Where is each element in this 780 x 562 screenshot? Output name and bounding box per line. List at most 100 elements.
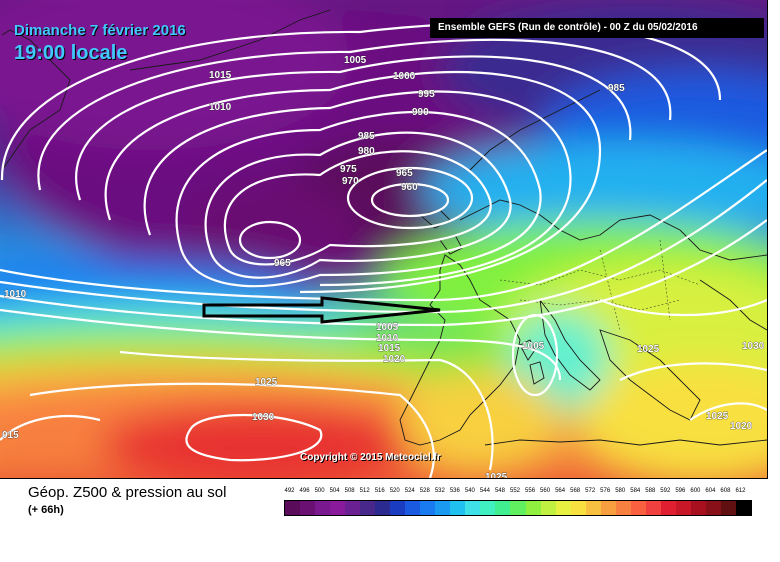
isobar-label: 1010 [376,333,399,344]
scale-swatch [300,501,316,515]
scale-swatch [540,501,556,515]
scale-label: 600 [690,488,701,494]
scale-label: 584 [630,488,641,494]
scale-swatch [480,501,496,515]
isobar-label: 1025 [485,472,508,478]
scale-swatch [450,501,466,515]
scale-swatch [615,501,631,515]
scale-swatch [720,501,736,515]
isobar-label: 1005 [376,322,399,333]
scale-swatch [600,501,616,515]
scale-swatch [690,501,706,515]
scale-swatch [705,501,721,515]
scale-label: 588 [645,488,656,494]
scale-label: 508 [344,488,355,494]
scale-label: 524 [404,488,415,494]
scale-label: 548 [494,488,505,494]
date-title: Dimanche 7 février 2016 [14,22,186,39]
scale-label: 496 [299,488,310,494]
coastlines [1,9,767,446]
scale-label: 568 [570,488,581,494]
geopotential-field [0,0,767,478]
scale-swatch [510,501,526,515]
isobar-label: 1030 [252,412,275,423]
scale-label: 536 [449,488,460,494]
scale-swatch [630,501,646,515]
scale-labels: 492 496 500 504 508 512 516 520 524 528 532 536 540 5… [282,488,750,498]
scale-swatch [435,501,451,515]
scale-label: 564 [555,488,566,494]
isobar-label: 1005 [522,341,545,352]
isobar-label: 970 [342,176,359,187]
isobar-label: 985 [358,131,375,142]
scale-swatch [570,501,586,515]
scale-label: 528 [419,488,430,494]
scale-swatch [330,501,346,515]
isobar-label: 975 [340,164,357,175]
jet-arrow [202,296,441,324]
scale-swatch [585,501,601,515]
scale-label: 512 [359,488,370,494]
scale-label: 592 [660,488,671,494]
scale-swatch [345,501,361,515]
copyright: Copyright © 2015 Meteociel.fr [300,452,441,463]
scale-label: 608 [720,488,731,494]
scale-swatch [390,501,406,515]
scale-label: 500 [314,488,325,494]
isobar-label: 960 [401,182,418,193]
scale-label: 596 [675,488,686,494]
scale-label: 544 [479,488,490,494]
scale-swatch [645,501,661,515]
isobar-label: 995 [418,89,435,100]
isobar-label: 1010 [4,289,27,300]
scale-swatch [360,501,376,515]
isobar-label: 1010 [209,102,232,113]
color-scale [284,500,752,516]
scale-swatch [315,501,331,515]
scale-swatch [660,501,676,515]
isobar-label: 1020 [730,421,753,432]
isobar-label: 1025 [706,411,729,422]
isobar-label: 1025 [637,344,660,355]
isobar-label: 985 [608,83,625,94]
isobar-label: 980 [358,146,375,157]
scale-label: 604 [705,488,716,494]
isobar-label: 965 [274,258,291,269]
scale-label: 580 [615,488,626,494]
isobar-label: 1015 [209,70,232,81]
isobar-label: 015 [2,430,19,441]
scale-swatch [525,501,541,515]
isobar-label: 1000 [393,71,416,82]
isobar-label: 1025 [255,377,278,388]
weather-map: 1015 1005 1000 995 990 985 985 980 975 9… [0,0,768,479]
scale-swatch [465,501,481,515]
scale-swatch [375,501,391,515]
scale-label: 540 [464,488,475,494]
scale-label: 516 [374,488,385,494]
scale-label: 532 [434,488,445,494]
isobar-label: 1020 [383,354,406,365]
scale-swatch [555,501,571,515]
scale-swatch [495,501,511,515]
scale-label: 552 [509,488,520,494]
scale-label: 576 [600,488,611,494]
isobar-label: 1015 [378,343,401,354]
run-banner: Ensemble GEFS (Run de contrôle) - 00 Z d… [430,18,764,38]
scale-swatch [285,501,301,515]
isobar-label: 1005 [344,55,367,66]
scale-swatch [405,501,421,515]
isobar-label: 965 [396,168,413,179]
scale-label: 556 [525,488,536,494]
scale-label: 612 [735,488,746,494]
isobar-label: 1030 [742,341,765,352]
scale-label: 492 [284,488,295,494]
isobar-label: 990 [412,107,429,118]
scale-swatch [420,501,436,515]
scale-swatch [735,501,751,515]
scale-label: 572 [585,488,596,494]
isobar-labels: 1015 1005 1000 995 990 985 985 980 975 9… [2,55,765,478]
time-title: 19:00 locale [14,42,128,64]
scale-label: 504 [329,488,340,494]
scale-label: 520 [389,488,400,494]
scale-swatch [675,501,691,515]
